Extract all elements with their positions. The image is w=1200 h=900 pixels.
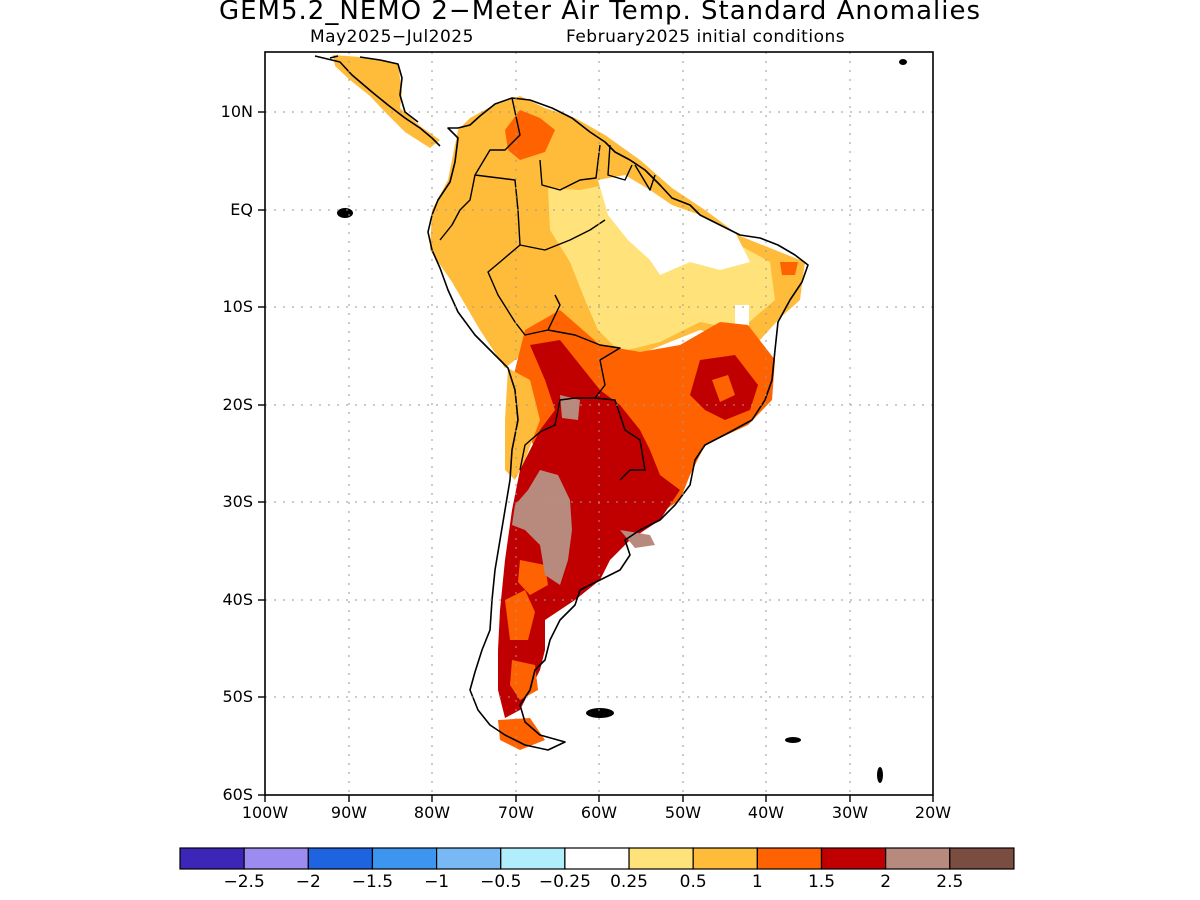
lon-label-50w: 50W	[664, 803, 702, 822]
lon-label-90w: 90W	[330, 803, 368, 822]
lat-label-10s: 10S	[222, 297, 253, 316]
colorbar-swatch	[500, 847, 566, 870]
colorbar-swatch	[436, 847, 502, 870]
colorbar-swatch	[692, 847, 758, 870]
colorbar-label: −0.5	[480, 872, 522, 892]
colorbar-swatch	[756, 847, 823, 870]
lon-label-20w: 20W	[914, 803, 952, 822]
colorbar-label: 2.5	[936, 872, 964, 892]
lat-label-eq: EQ	[230, 200, 253, 219]
map-title: GEM5.2_NEMO 2−Meter Air Temp. Standard A…	[218, 0, 982, 26]
lat-label-10n: 10N	[220, 102, 253, 121]
lon-label-60w: 60W	[580, 803, 618, 822]
lat-label-30s: 30S	[222, 492, 253, 511]
colorbar-label: 1	[751, 872, 763, 892]
axis-ticks	[258, 111, 934, 802]
andes-anomaly	[505, 368, 540, 480]
central-america-anomaly	[333, 55, 440, 148]
colorbar-label: −2.5	[223, 872, 265, 892]
colorbar-label: 0.25	[610, 872, 648, 892]
lon-label-70w: 70W	[497, 803, 535, 822]
colorbar-label: 0.5	[679, 872, 707, 892]
argentina-extreme-anomaly	[512, 470, 572, 585]
lon-label-80w: 80W	[413, 803, 451, 822]
lon-label-100w: 100W	[241, 803, 289, 822]
colorbar-swatch	[564, 847, 630, 870]
colorbar-label: −2	[295, 872, 321, 892]
colorbar-label: −1	[424, 872, 450, 892]
southern-cone-strong-anomaly	[498, 340, 680, 718]
colorbar-swatch	[307, 847, 374, 870]
gridlines	[265, 52, 933, 795]
central-america-coast	[314, 55, 441, 147]
colorbar-swatch	[820, 847, 887, 870]
colorbar-label: −1.5	[351, 872, 394, 892]
colorbar-swatch	[885, 847, 951, 870]
lat-label-60s: 60S	[222, 785, 253, 804]
brazil-neutral-anomaly	[598, 175, 750, 275]
colorbar-label: 1.5	[807, 872, 836, 892]
initial-conditions: February2025 initial conditions	[566, 27, 846, 47]
lon-label-30w: 30W	[831, 803, 869, 822]
coastlines	[314, 55, 809, 751]
lat-label-40s: 40S	[222, 590, 253, 609]
political-borders	[439, 97, 656, 481]
colorbar-label: −0.25	[538, 872, 591, 892]
forecast-period: May2025−Jul2025	[310, 27, 474, 47]
colorbar	[179, 847, 1015, 870]
lat-label-50s: 50S	[222, 687, 253, 706]
colorbar-swatch	[949, 847, 1015, 870]
colorbar-swatch	[243, 847, 309, 870]
colorbar-swatch	[371, 847, 438, 870]
anomaly-shading	[333, 55, 805, 750]
lon-label-40w: 40W	[747, 803, 785, 822]
colorbar-swatch	[628, 847, 694, 870]
lat-label-20s: 20S	[222, 395, 253, 414]
islands	[337, 59, 907, 783]
colorbar-swatch	[179, 847, 245, 870]
colorbar-label: 2	[880, 872, 892, 892]
south-america-coast	[427, 97, 809, 751]
